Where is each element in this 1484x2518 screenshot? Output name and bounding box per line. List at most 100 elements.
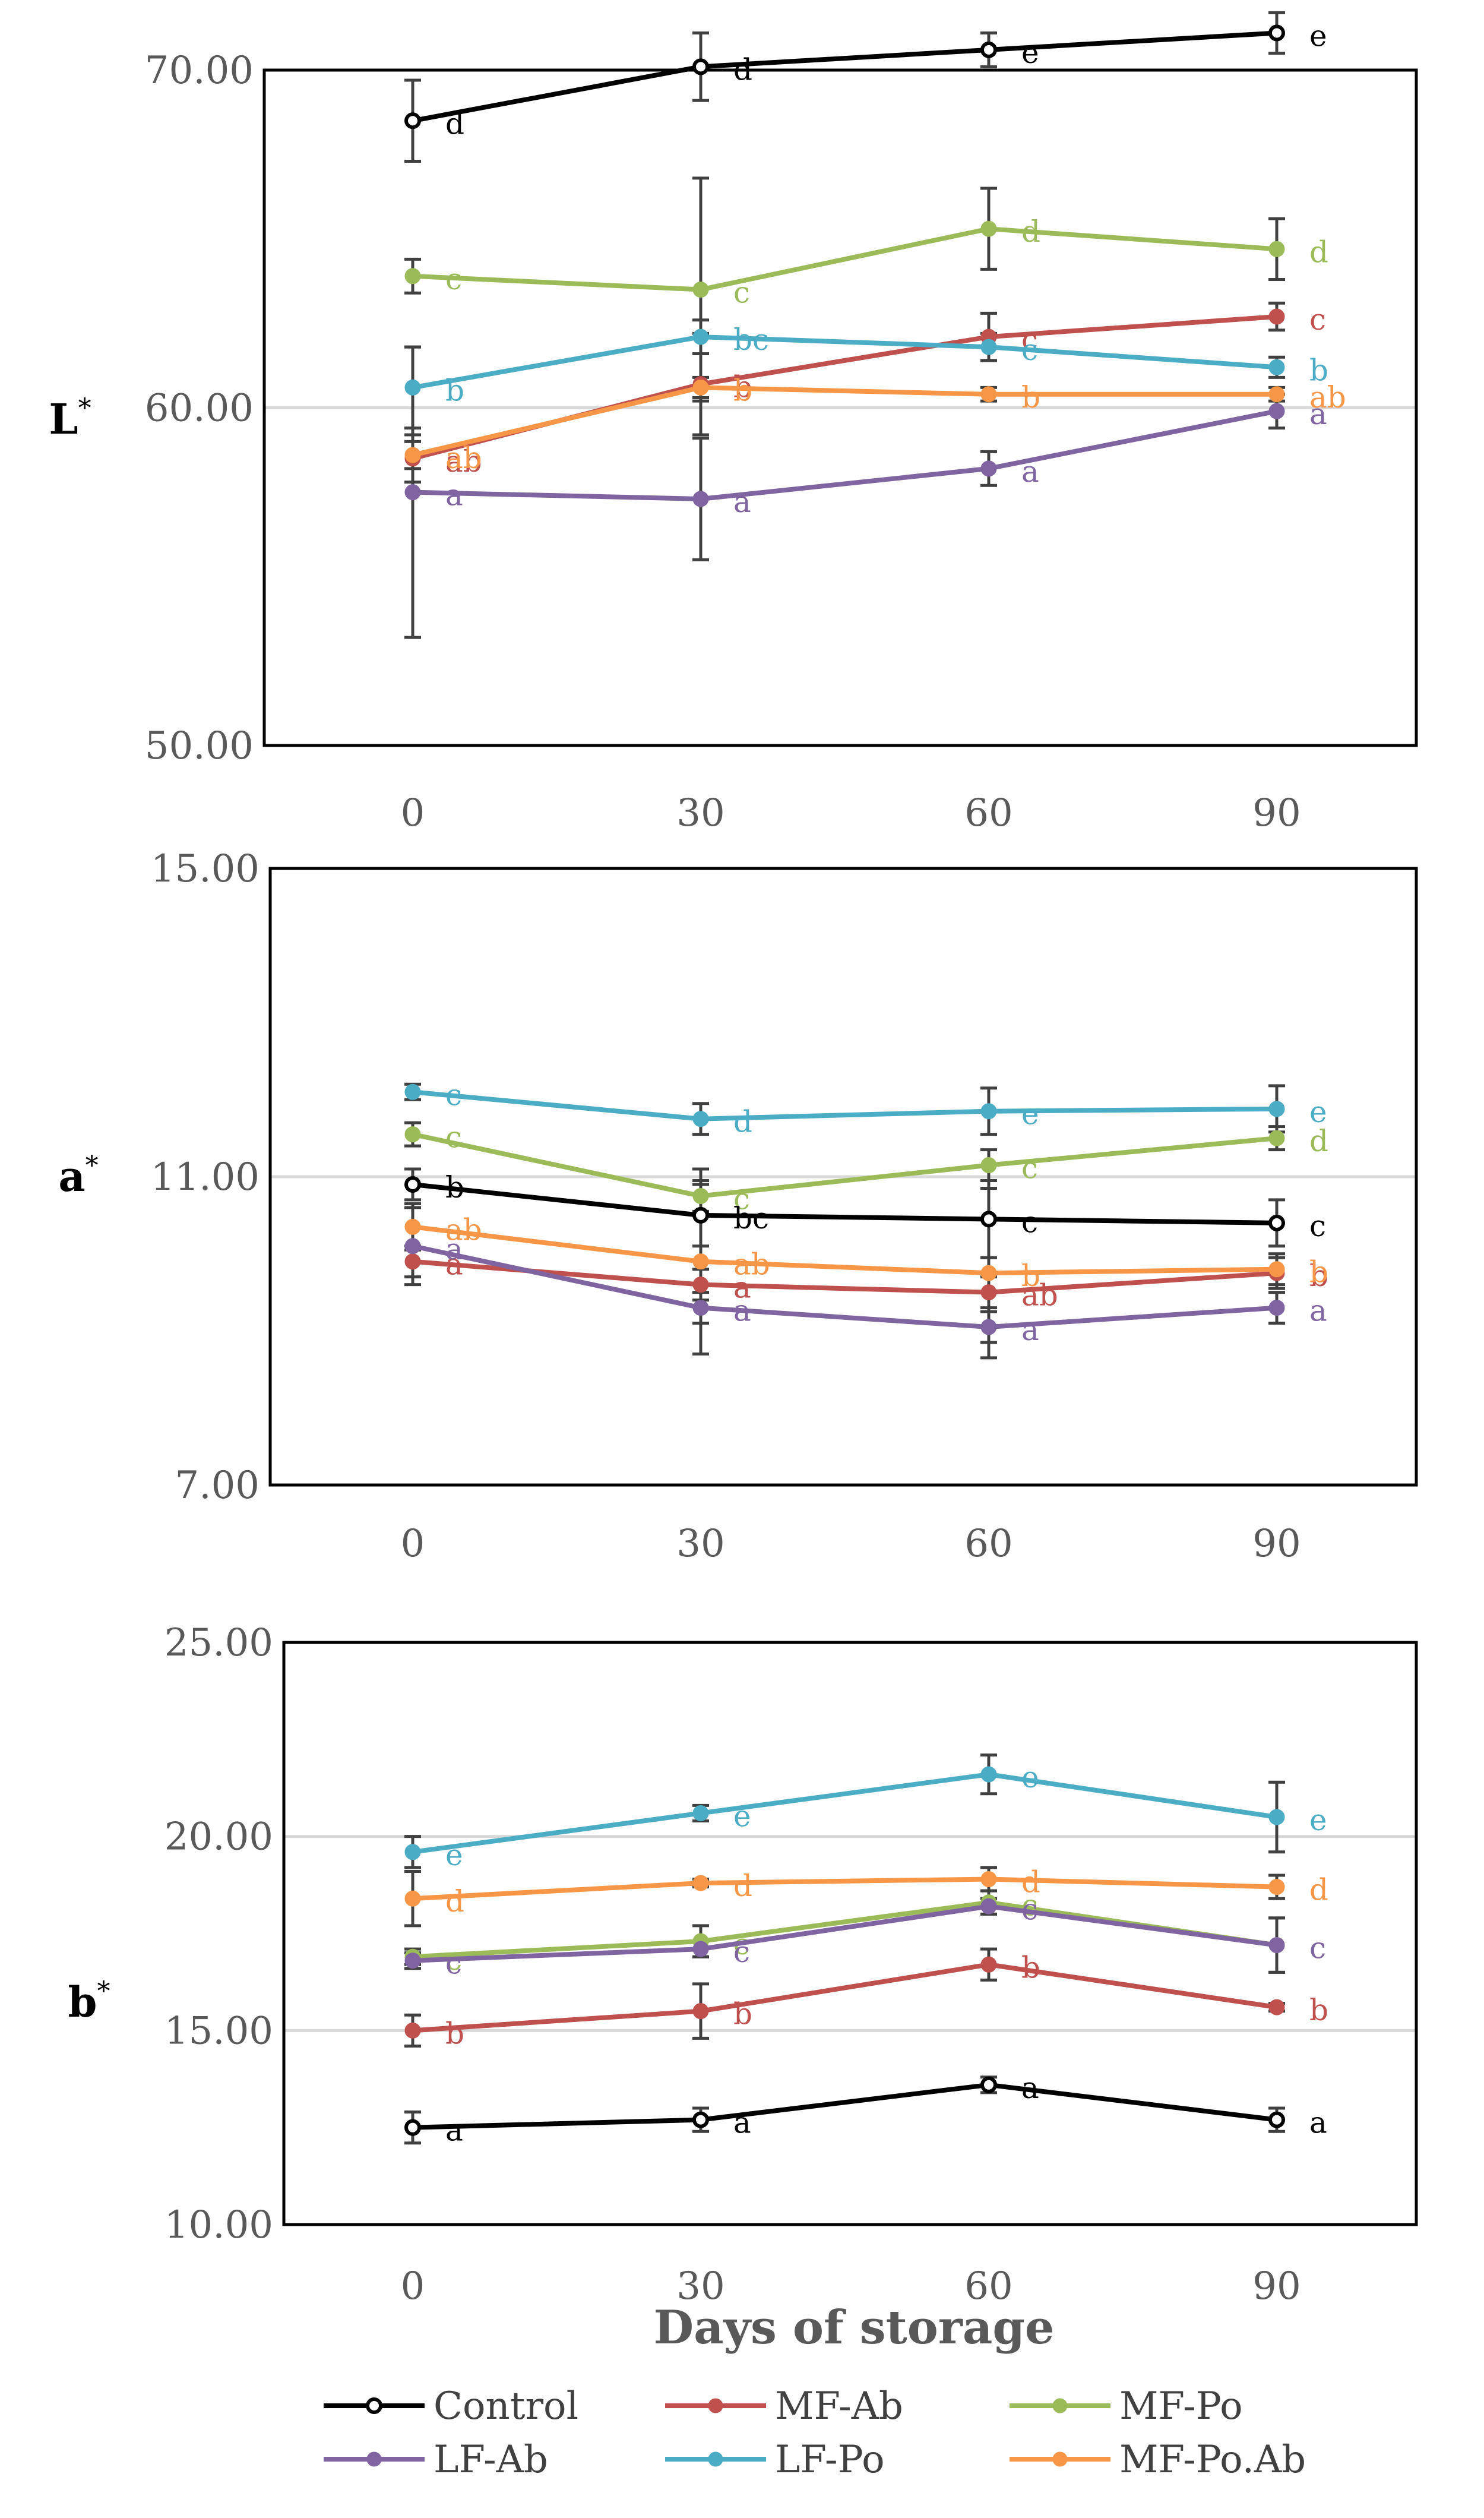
y-axis-title: b* bbox=[68, 1976, 110, 2027]
series-control: d d e e bbox=[404, 18, 1327, 141]
x-tick-label: 90 bbox=[1252, 1522, 1301, 1566]
data-point bbox=[1268, 1300, 1285, 1316]
significance-letter: a bbox=[1021, 454, 1039, 489]
series-line-lf-ab bbox=[412, 1243, 1277, 1330]
data-point bbox=[1268, 359, 1285, 375]
series-line-lf-ab bbox=[412, 409, 1277, 501]
data-point bbox=[1268, 308, 1285, 325]
significance-letter: b bbox=[1021, 1950, 1040, 1985]
data-point bbox=[692, 2003, 709, 2020]
legend: Control MF-Ab MF-Po LF-Ab LF-Po MF-Po.Ab bbox=[324, 2384, 1306, 2482]
significance-letter: a bbox=[1309, 1294, 1327, 1328]
significance-letter: e bbox=[1021, 36, 1039, 70]
significance-letter: b bbox=[1309, 353, 1328, 387]
series-lf-po: b bc c b bbox=[404, 323, 1328, 407]
y-tick-label: 11.00 bbox=[151, 1155, 260, 1199]
series-mf-po-ab: abb b ab bbox=[404, 373, 1346, 475]
significance-letter: a bbox=[733, 1271, 751, 1305]
significance-letter: c bbox=[1021, 1205, 1038, 1239]
data-point bbox=[404, 2022, 421, 2039]
series-mf-po: c c d d bbox=[404, 214, 1328, 310]
data-point bbox=[692, 1277, 709, 1293]
data-point bbox=[980, 1871, 997, 1888]
data-point bbox=[980, 2076, 997, 2093]
series-line-mf-po-ab bbox=[412, 1224, 1277, 1276]
significance-letter: b bbox=[1309, 1993, 1328, 2027]
data-point bbox=[404, 484, 421, 501]
data-point bbox=[404, 1953, 421, 1969]
series-line-mf-po bbox=[412, 1132, 1277, 1199]
significance-letter: b bbox=[1021, 380, 1040, 415]
significance-letter: a bbox=[1309, 2106, 1327, 2140]
series-mf-ab: aa abb bbox=[404, 1247, 1328, 1313]
data-point bbox=[1268, 1999, 1285, 2015]
data-point bbox=[404, 1253, 421, 1270]
data-point bbox=[1268, 1261, 1285, 1278]
data-point bbox=[980, 1284, 997, 1301]
data-point bbox=[404, 447, 421, 463]
legend-label: MF-Po bbox=[1119, 2384, 1243, 2428]
significance-letter: e bbox=[445, 1838, 463, 1872]
plot-area-frame bbox=[282, 1641, 1418, 2226]
x-tick-label: 0 bbox=[401, 1522, 425, 1566]
data-point bbox=[1268, 1809, 1285, 1825]
y-tick-label: 25.00 bbox=[164, 1621, 273, 1665]
series-line-lf-po bbox=[412, 1089, 1277, 1121]
series-lf-ab: a a a a bbox=[404, 397, 1327, 519]
data-point bbox=[404, 2119, 421, 2136]
y-tick-label: 10.00 bbox=[164, 2203, 273, 2247]
data-point bbox=[404, 1844, 421, 1860]
significance-letter: d bbox=[1309, 1124, 1328, 1158]
data-point bbox=[692, 1206, 709, 1224]
legend-marker bbox=[366, 2397, 382, 2414]
data-point bbox=[404, 379, 421, 396]
data-point bbox=[980, 220, 997, 237]
series-control: a a a a bbox=[404, 2071, 1327, 2148]
data-point bbox=[980, 1766, 997, 1783]
data-point bbox=[1268, 2111, 1285, 2128]
significance-letter: d bbox=[445, 1884, 464, 1919]
significance-letter: d bbox=[445, 106, 464, 141]
data-point bbox=[980, 1211, 997, 1228]
significance-letter: c bbox=[445, 1120, 462, 1155]
significance-letter: c bbox=[1021, 1151, 1038, 1186]
legend-marker bbox=[708, 2398, 723, 2413]
data-point bbox=[692, 379, 709, 396]
data-point bbox=[404, 1126, 421, 1143]
significance-letter: c bbox=[1309, 1931, 1326, 1966]
data-point bbox=[980, 1956, 997, 1973]
series-mf-po: c c c d bbox=[404, 1120, 1328, 1216]
y-tick-label: 50.00 bbox=[145, 724, 254, 768]
legend-entry-lf-po: LF-Po bbox=[665, 2438, 885, 2482]
significance-letter: a bbox=[1309, 397, 1327, 431]
legend-entry-control: Control bbox=[324, 2384, 578, 2428]
data-point bbox=[1268, 386, 1285, 403]
legend-marker bbox=[1052, 2451, 1068, 2467]
y-tick-label: 7.00 bbox=[175, 1464, 260, 1508]
legend-entry-lf-ab: LF-Ab bbox=[324, 2438, 548, 2482]
significance-letter: e bbox=[1309, 18, 1327, 53]
data-point bbox=[692, 1805, 709, 1821]
significance-letter: a bbox=[445, 1232, 463, 1266]
significance-letter: e bbox=[1309, 1803, 1327, 1837]
significance-letter: e bbox=[733, 1799, 751, 1833]
significance-letter: ab bbox=[1021, 1278, 1058, 1313]
data-point bbox=[692, 1941, 709, 1957]
significance-letter: ab bbox=[445, 444, 482, 479]
legend-label: MF-Po.Ab bbox=[1119, 2438, 1306, 2482]
significance-letter: a bbox=[445, 478, 463, 513]
significance-letter: b bbox=[1021, 1259, 1040, 1293]
series-lf-po: cd e e bbox=[404, 1078, 1327, 1139]
data-point bbox=[404, 1176, 421, 1193]
significance-letter: b bbox=[1309, 1259, 1328, 1293]
significance-letter: e bbox=[1309, 1095, 1327, 1129]
significance-letter: b bbox=[445, 1170, 464, 1205]
x-axis-title: Days of storage bbox=[653, 2301, 1054, 2355]
significance-letter: b bbox=[733, 1997, 752, 2032]
data-point bbox=[692, 1253, 709, 1270]
series-mf-ab: b b b b bbox=[404, 1950, 1328, 2051]
